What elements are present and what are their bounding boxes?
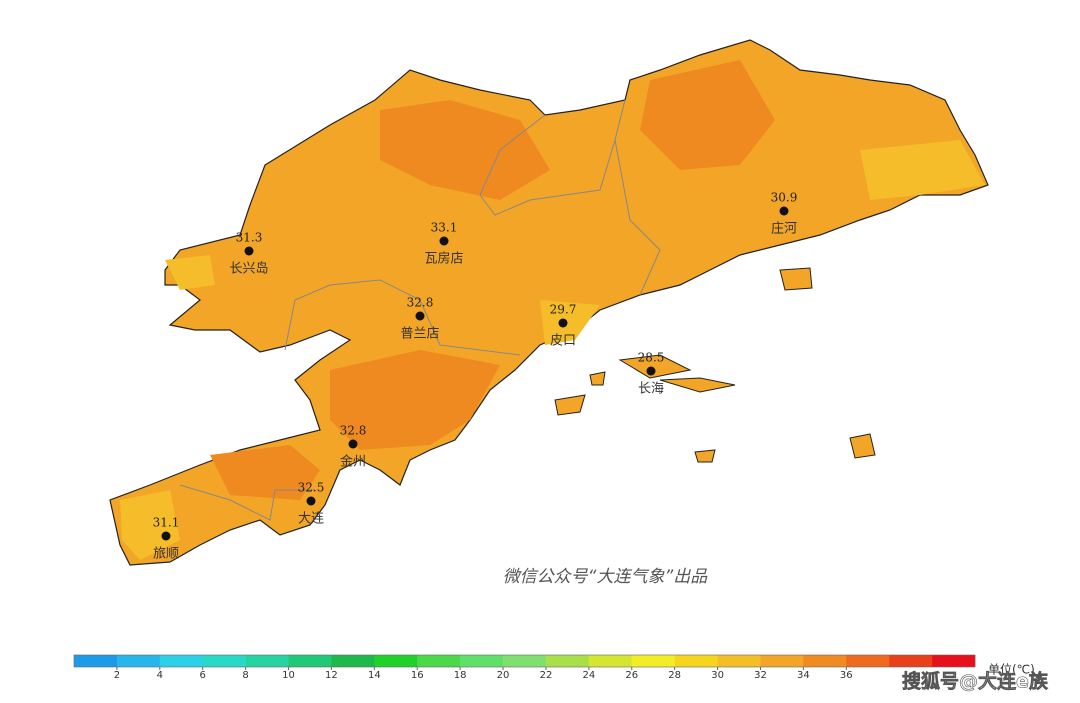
colorbar-segment (889, 655, 933, 667)
island (659, 377, 736, 393)
island (694, 449, 716, 463)
station-name: 旅顺 (153, 547, 179, 562)
colorbar-segment (245, 655, 289, 667)
station-dot (306, 496, 316, 506)
colorbar-unit: 单位(℃) (988, 662, 1035, 677)
colorbar-segment (631, 655, 675, 667)
colorbar-tick-label: 32 (754, 670, 767, 681)
cool-area (860, 140, 985, 200)
colorbar-tick-label: 30 (711, 670, 724, 681)
station-dot (161, 531, 171, 541)
island (849, 433, 876, 459)
station-value: 30.9 (771, 191, 798, 205)
colorbar-segment (159, 655, 204, 667)
watermark: 搜狐号@大连e族 (902, 670, 1049, 693)
colorbar-tick-label: 36 (840, 670, 853, 681)
colorbar-tick-label: 24 (582, 670, 595, 681)
hot-area (380, 100, 550, 200)
station-value: 28.5 (638, 351, 665, 365)
station-value: 32.5 (298, 481, 325, 495)
station-name: 瓦房店 (424, 251, 463, 267)
station-name: 长兴岛 (229, 261, 268, 277)
station-value: 29.7 (550, 303, 577, 317)
island (589, 371, 606, 386)
colorbar-segment (803, 655, 847, 667)
station-value: 31.3 (236, 231, 263, 245)
land (109, 39, 989, 566)
island (554, 394, 586, 416)
hot-area (210, 445, 320, 500)
station-name: 长海 (638, 382, 664, 397)
colorbar-frame (73, 654, 976, 668)
colorbar-segment (932, 655, 976, 667)
colorbar-tick-label: 16 (411, 670, 424, 681)
colorbar-segment (674, 655, 718, 667)
station-value: 32.8 (340, 424, 367, 438)
colorbar-segment (116, 655, 161, 667)
boundary (284, 279, 521, 356)
cool-area (540, 300, 600, 345)
colorbar-tick-label: 26 (625, 670, 638, 681)
boundary (179, 484, 315, 521)
station-value: 31.1 (153, 516, 180, 530)
station-name: 皮口 (550, 334, 576, 349)
island (618, 354, 692, 379)
station-name: 普兰店 (400, 327, 439, 342)
station-dot (779, 206, 789, 216)
station-dot (646, 366, 656, 376)
station-name: 金州 (340, 454, 366, 470)
colorbar-tick-label: 18 (454, 670, 467, 681)
boundary (479, 114, 546, 196)
colorbar-segment (374, 655, 418, 667)
boundary (479, 99, 626, 216)
station-value: 33.1 (431, 221, 458, 235)
hot-area (640, 60, 775, 170)
colorbar-tick-label: 20 (497, 670, 510, 681)
colorbar-segment (760, 655, 804, 667)
station-dot (558, 318, 568, 328)
colorbar-segment (331, 655, 375, 667)
colorbar-tick-label: 14 (368, 670, 381, 681)
station-dot (244, 246, 254, 256)
colorbar-tick-label: 4 (157, 670, 163, 681)
island (779, 267, 813, 291)
station-dot (415, 311, 425, 321)
colorbar-segment (460, 655, 504, 667)
colorbar-segment (545, 655, 590, 667)
colorbar-segment (503, 655, 547, 667)
cool-area (165, 255, 215, 290)
colorbar-tick-label: 12 (325, 670, 338, 681)
colorbar-tick-label: 10 (282, 670, 295, 681)
colorbar-tick-label: 22 (540, 670, 553, 681)
station-value: 32.8 (407, 296, 434, 310)
colorbar-segment (202, 655, 246, 667)
islands (554, 267, 876, 463)
boundary (614, 139, 661, 296)
hot-area (330, 350, 500, 450)
colorbar-segment (717, 655, 761, 667)
colorbar-segment (417, 655, 461, 667)
colorbar-tick-label: 28 (668, 670, 681, 681)
boundaries (179, 99, 661, 521)
station-name: 大连 (298, 511, 324, 527)
station-dot (348, 439, 358, 449)
stations: 31.3 长兴岛 33.1 瓦房店 32.8 普兰店 29.7 皮口 30.9 庄河 28.5 长海 3… (153, 191, 798, 562)
credit: 微信公众号“大连气象”出品 (503, 567, 709, 587)
colorbar-segment (288, 655, 332, 667)
colorbar-tick-label: 34 (797, 670, 810, 681)
cool-area (120, 490, 180, 560)
station-name: 庄河 (771, 221, 797, 237)
station-dot (439, 236, 449, 246)
colorbar-segment (846, 655, 890, 667)
colorbar-tick-label: 2 (114, 670, 120, 681)
colorbar-segment (588, 655, 633, 667)
colorbar-segment (74, 655, 118, 667)
colorbar: 2 4 6 8 10 12 14 16 18 20 22 24 26 28 30 32 34 36 (73, 654, 976, 681)
colorbar-tick-label: 6 (200, 670, 206, 681)
colorbar-tick-label: 8 (242, 670, 248, 681)
